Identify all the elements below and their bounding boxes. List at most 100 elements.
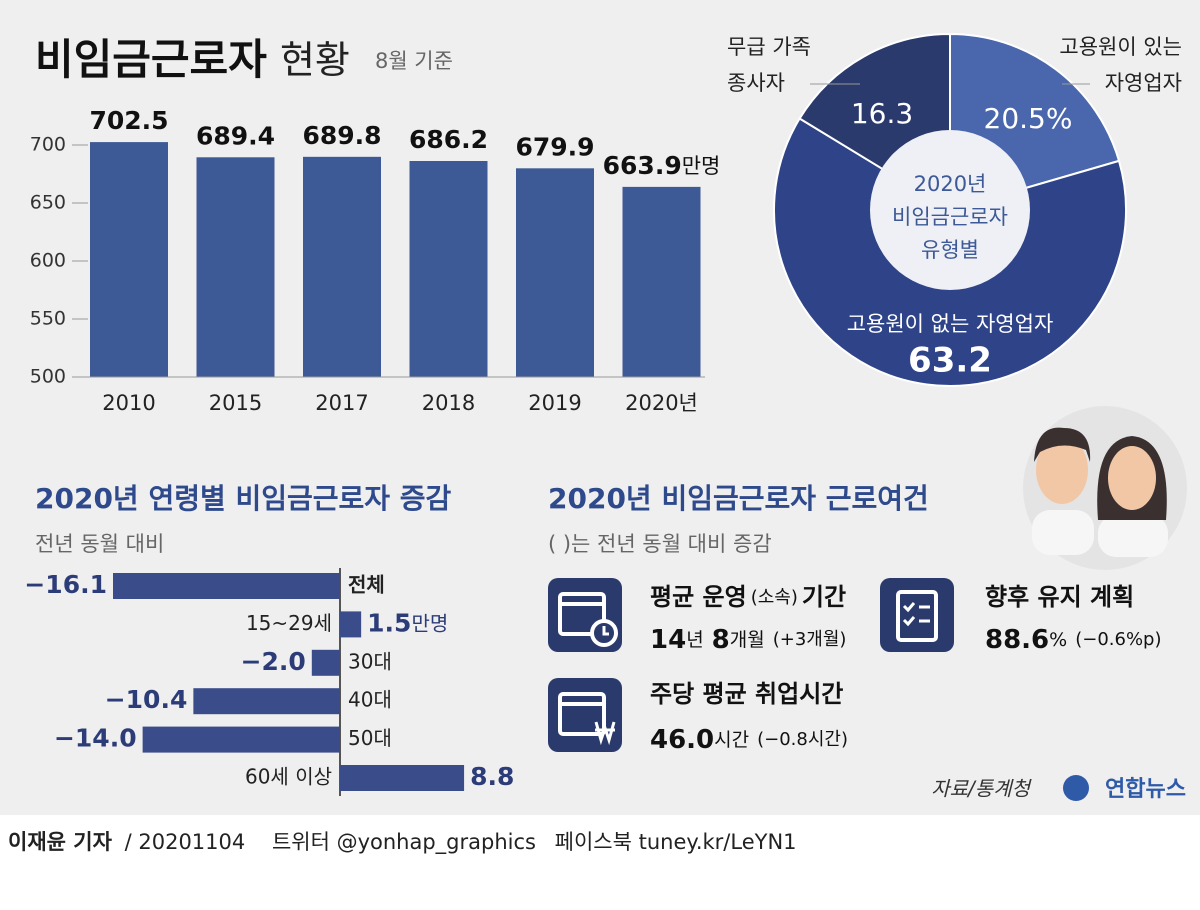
- value-part: (+3개월): [773, 629, 847, 650]
- value-number: 663.9: [603, 151, 682, 180]
- pie-value-label: 16.3: [851, 97, 913, 130]
- title-suffix: 현황: [280, 38, 350, 82]
- value-number: −16.1: [24, 570, 107, 599]
- pie-value-label: 20.5%: [984, 102, 1073, 135]
- condition-value: 88.6% (−0.6%p): [985, 625, 1162, 655]
- category-label: 전체: [348, 573, 385, 597]
- credit-date: / 20201104: [125, 830, 246, 854]
- pie-hole: [870, 130, 1030, 290]
- value-part: 14: [650, 625, 686, 655]
- subtitle: 8월 기준: [375, 49, 453, 73]
- icon-clipboard: [880, 578, 954, 652]
- value-number: 689.4: [196, 121, 275, 150]
- y-tick-label: 550: [30, 308, 66, 330]
- y-tick-label: 500: [30, 366, 66, 388]
- condition-value: 14년 8개월 (+3개월): [650, 625, 846, 655]
- pie-category-label: 자영업자: [1105, 71, 1182, 95]
- man-face: [1036, 436, 1088, 504]
- title: 비임금근로자: [35, 35, 267, 84]
- pie-value-label: 63.2: [908, 341, 992, 381]
- main-title: 비임금근로자 현황 8월 기준: [35, 35, 453, 84]
- category-label: 40대: [348, 688, 392, 712]
- category-label: 60세 이상: [245, 765, 332, 789]
- value-number: 702.5: [89, 106, 168, 135]
- bar: [340, 765, 465, 791]
- value-part: 46.0: [650, 725, 714, 755]
- value-part: %: [1049, 629, 1067, 651]
- icon-shape: [558, 592, 606, 636]
- value-unit: 만명: [411, 611, 448, 635]
- bar: [340, 611, 362, 638]
- icon-calendar-clock: [548, 578, 622, 652]
- x-tick-label: 2018: [422, 391, 475, 415]
- bar: [142, 726, 340, 753]
- man-body: [1032, 510, 1094, 555]
- category-label: 15~29세: [246, 611, 332, 635]
- credit-facebook: 페이스북 tuney.kr/LeYN1: [555, 830, 797, 854]
- value-label: −16.1: [24, 570, 107, 599]
- value-part: (−0.8시간): [757, 729, 848, 750]
- woman-body: [1098, 515, 1168, 557]
- bar: [311, 649, 340, 676]
- value-label: 686.2: [409, 125, 488, 154]
- value-label: 689.4: [196, 121, 275, 150]
- x-tick-label: 2017: [315, 391, 368, 415]
- bar: [196, 157, 275, 377]
- man-hair: [1034, 427, 1091, 462]
- logo-text: 연합뉴스: [1105, 776, 1186, 802]
- x-tick-label: 2019: [528, 391, 581, 415]
- y-tick-label: 700: [30, 134, 66, 156]
- label-part: 향후 유지 계획: [985, 583, 1134, 611]
- pie-center-label: 유형별: [921, 238, 979, 262]
- label-part: 평균 운영: [650, 583, 747, 611]
- value-part: (−0.6%p): [1075, 629, 1161, 650]
- section-title: 2020년 연령별 비임금근로자 증감: [35, 482, 452, 515]
- x-tick-label: 2015: [209, 391, 262, 415]
- pie-category-label: 종사자: [727, 71, 785, 95]
- condition-label: 평균 운영 (소속) 기간: [650, 583, 846, 611]
- value-number: 1.5: [367, 608, 411, 637]
- bar: [409, 161, 488, 377]
- value-unit: 만명: [682, 154, 721, 178]
- credit-author: 이재윤 기자: [8, 830, 113, 854]
- value-label: 1.5만명: [367, 608, 448, 637]
- y-tick-label: 600: [30, 250, 66, 272]
- x-tick-label: 2020년: [625, 391, 698, 415]
- pie-category-label: 고용원이 있는: [1059, 35, 1182, 59]
- pie-category-label: 무급 가족: [727, 35, 811, 59]
- credit-twitter: 트위터 @yonhap_graphics: [272, 830, 536, 855]
- label-part: (소속): [751, 587, 798, 608]
- bar: [303, 156, 381, 377]
- condition-label: 주당 평균 취업시간: [650, 680, 843, 708]
- icon-shape: [558, 692, 606, 736]
- pie-center-label: 2020년: [914, 172, 987, 196]
- people-illustration: [1023, 406, 1187, 570]
- value-label: 8.8: [470, 762, 514, 791]
- bar: [193, 688, 340, 715]
- value-part: 시간: [714, 729, 749, 751]
- section-subtitle: 전년 동월 대비: [35, 532, 164, 556]
- bar: [113, 573, 340, 599]
- x-tick-label: 2010: [102, 391, 155, 415]
- value-number: −2.0: [241, 647, 306, 676]
- icon-shape: [594, 721, 616, 746]
- value-part: 88.6: [985, 625, 1049, 655]
- condition-label: 향후 유지 계획: [985, 583, 1134, 611]
- value-number: 8.8: [470, 762, 514, 791]
- bar: [516, 168, 594, 377]
- pie-category-label: 고용원이 없는 자영업자: [847, 312, 1054, 336]
- source: 자료/통계청: [931, 777, 1032, 801]
- value-number: 689.8: [302, 121, 381, 150]
- logo-mark: [1063, 775, 1089, 801]
- condition-value: 46.0시간 (−0.8시간): [650, 725, 848, 755]
- category-label: 50대: [348, 726, 392, 750]
- y-tick-label: 650: [30, 192, 66, 214]
- icon-shape: [902, 602, 930, 627]
- value-number: 679.9: [515, 132, 594, 161]
- value-part: 년: [686, 629, 703, 651]
- category-label: 30대: [348, 649, 392, 673]
- value-part: 개월: [730, 629, 765, 651]
